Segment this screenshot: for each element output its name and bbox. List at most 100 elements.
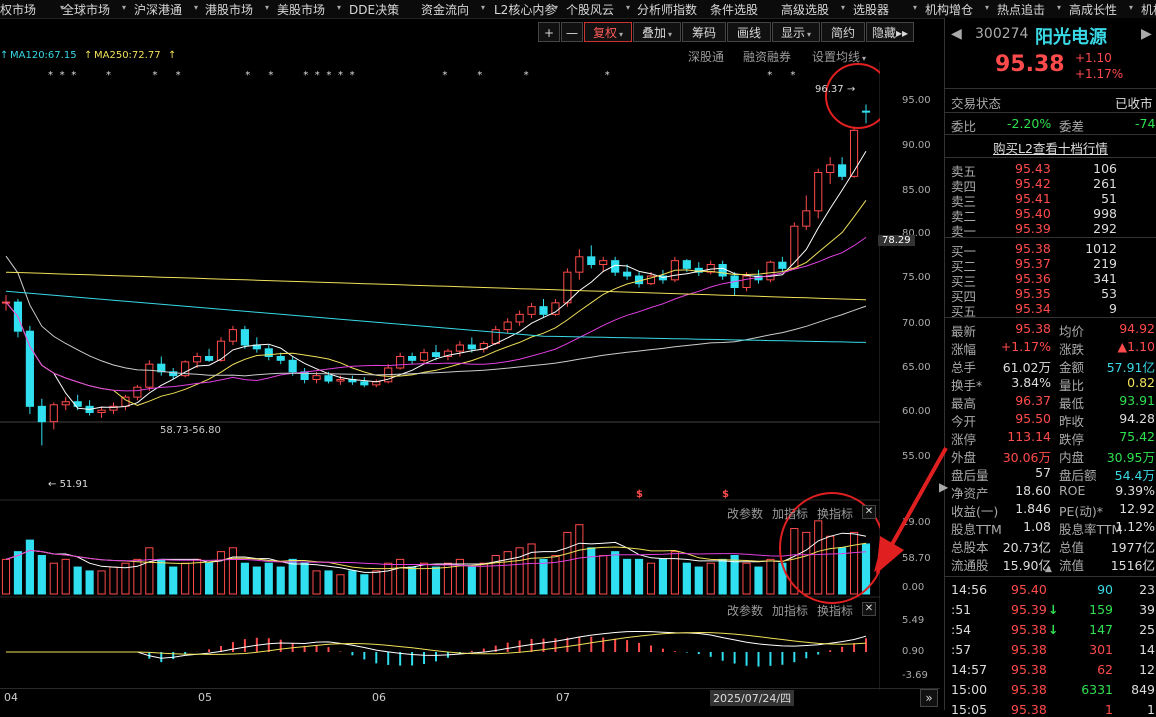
volume-bar (408, 566, 417, 595)
bids-vol: 9 (1109, 301, 1117, 316)
volume-bar (575, 524, 584, 595)
arrow-left-icon: ← (48, 479, 60, 490)
chevron-down-icon: ▾ (122, 3, 127, 12)
volume-bar (611, 551, 620, 595)
volume-bar (467, 566, 476, 595)
ind2-add-button[interactable]: 加指标 (772, 604, 809, 618)
axis-price-tick: 80.00 (902, 228, 931, 239)
next-stock-icon[interactable]: ▶ (1141, 26, 1152, 42)
ind2-params-button[interactable]: 改参数 (727, 604, 764, 618)
volume-bar (145, 547, 154, 595)
tick-time: 15:00 (951, 682, 988, 697)
menu-item-11[interactable]: 高级选股 (781, 3, 830, 17)
shengutong-link[interactable]: 深股通 (688, 50, 725, 64)
divider (945, 157, 1156, 158)
menu-item-2[interactable]: 沪深港通 (134, 3, 183, 17)
volume-bar (312, 570, 321, 595)
expand-icon[interactable]: ▲ (1045, 564, 1052, 574)
candle-body (623, 271, 632, 277)
panel-collapse-icon[interactable]: ▶ (939, 480, 949, 494)
menu-item-16[interactable]: 机构 (1141, 3, 1156, 17)
bids-price: 95.35 (1015, 286, 1051, 301)
menu-item-13[interactable]: 机构增仓 (925, 3, 974, 17)
display-dropdown[interactable]: 显示 ▾ (772, 22, 820, 42)
date-label-07: 07 (556, 691, 570, 704)
scroll-right-icon[interactable]: » (920, 689, 938, 707)
menu-item-6[interactable]: 资金流向 (421, 3, 470, 17)
candle-body (706, 264, 715, 273)
menu-item-1[interactable]: 全球市场 (62, 3, 111, 17)
candle-body (718, 264, 727, 277)
bids-vol: 341 (1093, 271, 1117, 286)
chevron-down-icon: ▾ (481, 3, 486, 12)
menu-item-15[interactable]: 高成长性 (1069, 3, 1118, 17)
menu-item-9[interactable]: 分析师指数 (637, 3, 698, 17)
chevron-down-icon: ▾ (554, 3, 559, 12)
l2-purchase-link[interactable]: 购买L2查看十档行情 (993, 141, 1108, 156)
divider (945, 317, 1156, 318)
volume-bar (61, 558, 70, 595)
menu-item-7[interactable]: L2核心内参 (494, 3, 557, 17)
quote-v1: 113.14 (1007, 429, 1051, 444)
tick-price: 95.38 (1011, 662, 1047, 677)
candle-body (646, 275, 656, 285)
bids-price: 95.37 (1015, 256, 1051, 271)
ind2-switch-button[interactable]: 换指标 (817, 604, 854, 618)
menu-item-3[interactable]: 港股市场 (205, 3, 254, 17)
asks-label: 卖四 (951, 179, 977, 194)
zoom-in-button[interactable]: + (538, 22, 560, 42)
close-icon[interactable]: ✕ (862, 505, 876, 519)
ind1-switch-button[interactable]: 换指标 (817, 507, 854, 521)
candle-body (396, 356, 405, 369)
menu-item-12[interactable]: 选股器 (853, 3, 890, 17)
chips-button[interactable]: 筹码 (682, 22, 726, 42)
ind1-params-button[interactable]: 改参数 (727, 507, 764, 521)
axis-price-tick: 90.00 (902, 140, 931, 151)
volume-bar (861, 543, 871, 595)
signal-mark: * (152, 70, 157, 81)
candle-body (575, 256, 584, 273)
ma120-label: MA120:67.15 (10, 50, 77, 61)
divider (945, 88, 1156, 89)
menu-item-10[interactable]: 条件选股 (710, 3, 759, 17)
tick-n: 849 (1131, 682, 1155, 697)
quote-v2: 9.39% (1115, 483, 1155, 498)
weibi-label: 委比 (951, 119, 977, 134)
signal-s-mark: $ (722, 489, 729, 500)
menu-item-14[interactable]: 热点追击 (997, 3, 1046, 17)
close-icon[interactable]: ✕ (862, 602, 876, 616)
candle-body (276, 356, 285, 361)
volume-bar (551, 555, 560, 595)
draw-line-button[interactable]: 画线 (727, 22, 771, 42)
overlay-dropdown[interactable]: 叠加 ▾ (633, 22, 681, 42)
signal-mark: * (790, 70, 795, 81)
prev-stock-icon[interactable]: ◀ (951, 26, 962, 42)
asks-vol: 292 (1093, 221, 1117, 236)
ind1-add-button[interactable]: 加指标 (772, 507, 809, 521)
signal-mark: * (315, 70, 320, 81)
volume-bar (766, 558, 775, 595)
asks-label: 卖二 (951, 209, 977, 224)
candle-body (766, 261, 775, 281)
menu-item-8[interactable]: 个股风云 (566, 3, 615, 17)
quote-l1: 涨幅 (951, 342, 977, 357)
menu-item-0[interactable]: 权市场 (0, 3, 37, 17)
menu-item-5[interactable]: DDE决策 (349, 3, 400, 17)
zoom-out-button[interactable]: — (561, 22, 583, 42)
margin-trading-link[interactable]: 融资融券 (743, 50, 792, 64)
fuquan-dropdown[interactable]: 复权 ▾ (584, 22, 632, 42)
quote-l2: 盘后额 (1059, 468, 1097, 483)
hide-panel-button[interactable]: 隐藏▸▸ (866, 22, 914, 42)
candle-body (169, 371, 178, 377)
menu-item-4[interactable]: 美股市场 (277, 3, 326, 17)
axis-vol-tick: 19.00 (902, 517, 931, 528)
kline-chart[interactable]: ********************$$$$ (0, 62, 880, 690)
candle-body (204, 356, 214, 361)
ma-settings-link[interactable]: 设置均线 ▾ (812, 50, 867, 64)
tick-price: 95.39 (1011, 602, 1047, 617)
date-label-05: 05 (198, 691, 212, 704)
volume-bar (97, 570, 106, 595)
simple-mode-button[interactable]: 简约 (821, 22, 865, 42)
candle-body (443, 350, 453, 357)
volume-bar (838, 547, 847, 595)
